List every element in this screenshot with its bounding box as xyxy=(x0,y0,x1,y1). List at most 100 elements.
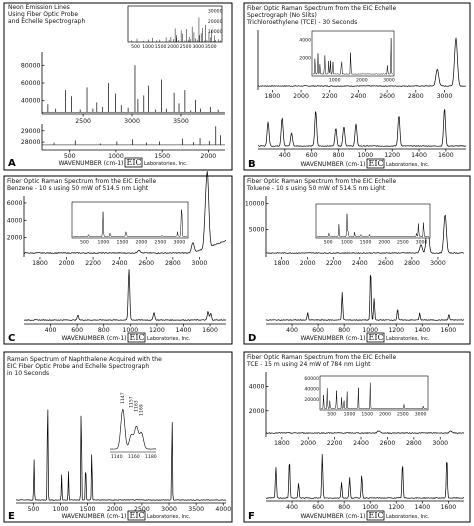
panel-f-top-tick-label: 2000 xyxy=(300,440,316,447)
panel-c-top-tick-label: 2600 xyxy=(138,260,154,267)
panel-f-inset-tick-label: 2500 xyxy=(397,412,409,418)
panel-f-ytick-label: 2000 xyxy=(249,408,265,415)
panel-d-inset-tick-label: 1000 xyxy=(341,240,353,246)
panel-c-inset-tick-label: 2500 xyxy=(155,240,167,246)
panel-d-bottom-tick-label: 1200 xyxy=(388,327,404,334)
panel-e-bottom-tick-label: 1500 xyxy=(80,506,96,513)
panel-c-logo-sub: Laboratories, Inc. xyxy=(147,336,191,342)
panel-c-title-line: Benzene - 10 s using 50 mW of 514.5 nm L… xyxy=(7,185,149,192)
panel-c-panel-label: C xyxy=(8,333,15,344)
panel-c-bottom-tick-label: 1000 xyxy=(122,327,138,334)
panel-d-top-tick-label: 2400 xyxy=(352,260,368,267)
panel-b-bottom-tick-label: 1200 xyxy=(384,152,400,159)
panel-a-inset-ytick-label: 20000 xyxy=(208,19,223,25)
panel-d-bottom-tick-label: 1400 xyxy=(414,327,430,334)
panel-b-panel-label: B xyxy=(248,159,256,170)
panel-c-top-trace xyxy=(23,171,227,254)
panel-d-x-axis-label: WAVENUMBER (cm-1) xyxy=(300,335,365,342)
panel-c-inset-trace xyxy=(72,209,188,237)
panel-a-inset-ytick-label: 10000 xyxy=(208,29,223,35)
panel-e-peak-label: 1147 xyxy=(120,392,126,404)
panel-c-top-tick-label: 2800 xyxy=(165,260,181,267)
panel-a-upper-ytick-label: 80000 xyxy=(21,62,41,69)
panel-f-panel-label: F xyxy=(248,511,255,522)
panel-d-bottom-trace xyxy=(265,274,465,321)
panel-d-inset-tick-label: 500 xyxy=(324,240,333,246)
panel-a-title-line: Neon Emission Lines xyxy=(8,4,70,11)
panel-d-logo-main: EIC xyxy=(369,333,384,342)
panel-f-top-tick-label: 2800 xyxy=(406,440,422,447)
panel-f-x-axis-label: WAVENUMBER (cm-1) xyxy=(300,513,365,520)
panel-a-upper-tick-label: 2500 xyxy=(75,118,91,125)
panel-e-peak-label: 1157 xyxy=(128,396,134,408)
panel-e-logo-box xyxy=(127,510,146,521)
panel-f-logo-box xyxy=(366,510,385,521)
panel-a-logo-sub: Laboratories, Inc. xyxy=(144,161,188,167)
panel-c-ytick-label: 6000 xyxy=(7,200,23,207)
panel-d-inset-tick-label: 2500 xyxy=(397,240,409,246)
panel-f-top-tick-label: 3000 xyxy=(432,440,448,447)
panel-e-x-axis-label: WAVENUMBER (cm-1) xyxy=(61,513,126,520)
panel-e-title-line: Raman Spectrum of Naphthalene Acquired w… xyxy=(7,356,162,363)
panel-d-top-trace xyxy=(265,214,465,254)
panel-f-bottom-tick-label: 800 xyxy=(338,504,350,511)
panel-f-bottom-tick-label: 400 xyxy=(286,504,298,511)
panel-d-ytick-label: 5000 xyxy=(249,226,265,233)
panel-b-bottom-tick-label: 1000 xyxy=(357,152,373,159)
panel-c-bottom-tick-label: 1200 xyxy=(149,327,165,334)
panel-b-inset-ytick-label: 2000 xyxy=(299,56,311,62)
panel-c-bottom-tick-label: 1400 xyxy=(176,327,192,334)
panel-d-logo-sub: Laboratories, Inc. xyxy=(386,336,430,342)
panel-c-inset-tick-label: 2000 xyxy=(136,240,148,246)
panel-f-inset-trace xyxy=(320,382,428,409)
panel-c-title-line: Fiber Optic Raman Spectrum from the EIC … xyxy=(7,178,156,185)
panel-d-inset-frame xyxy=(315,203,431,239)
panel-b-bottom-trace xyxy=(257,109,467,147)
panel-f-logo-sub: Laboratories, Inc. xyxy=(386,514,430,520)
panel-c-top-tick-label: 2000 xyxy=(59,260,75,267)
panel-b-logo-main: EIC xyxy=(369,159,384,168)
panel-b-logo-box xyxy=(366,158,385,169)
panel-a-upper-tick-label: 3000 xyxy=(124,118,140,125)
panel-c-logo-main: EIC xyxy=(130,333,145,342)
panel-c-bottom-tick-label: 600 xyxy=(71,327,83,334)
panel-e-peak-label: 1163 xyxy=(133,400,139,412)
panel-a-logo-main: EIC xyxy=(127,158,142,167)
panel-a-bottom-tick-label: 1500 xyxy=(154,153,170,160)
panel-e-peak-label: 1169 xyxy=(139,404,145,416)
panel-a-title-line: Using Fiber Optic Probe xyxy=(8,11,78,18)
panel-a-bottom-tick-label: 500 xyxy=(64,153,76,160)
panel-a-inset-tick-label: 500 xyxy=(131,44,140,50)
panel-b-bottom-tick-label: 600 xyxy=(306,152,318,159)
panel-b-frame xyxy=(243,2,471,171)
panel-f-bottom-tick-label: 1000 xyxy=(362,504,378,511)
panel-c-top-tick-label: 3000 xyxy=(192,260,208,267)
panel-f-logo-main: EIC xyxy=(369,511,384,520)
panel-b-logo-sub: Laboratories, Inc. xyxy=(386,162,430,168)
panel-e-title-line: in 10 Seconds xyxy=(7,370,49,377)
panel-c-frame xyxy=(3,175,233,345)
panel-c-top-tick-label: 2400 xyxy=(112,260,128,267)
panel-d-top-tick-label: 1800 xyxy=(274,260,290,267)
panel-b-bottom-tick-label: 800 xyxy=(333,152,345,159)
panel-e-inset-tick-label: 1160 xyxy=(128,454,140,460)
panel-b-bottom-tick-label: 1400 xyxy=(411,152,427,159)
panel-c-bottom-trace xyxy=(23,269,227,321)
panel-d-inset-tick-label: 3000 xyxy=(416,240,428,246)
panel-d-inset-tick-label: 2000 xyxy=(378,240,390,246)
panel-d-bottom-tick-label: 600 xyxy=(312,327,324,334)
panel-b-bottom-tick-label: 400 xyxy=(279,152,291,159)
panel-e-bottom-tick-label: 3000 xyxy=(161,506,177,513)
panel-b-inset-tick-label: 1000 xyxy=(329,78,341,84)
panel-c-inset-tick-label: 1500 xyxy=(117,240,129,246)
panel-d-inset-tick-label: 1500 xyxy=(360,240,372,246)
panel-b-top-tick-label: 2400 xyxy=(351,93,367,100)
panel-f-bottom-trace xyxy=(265,454,465,499)
panel-d-ytick-label: 10000 xyxy=(245,201,265,208)
panel-d-top-tick-label: 2200 xyxy=(326,260,342,267)
panel-e-inset-tick-label: 1140 xyxy=(111,454,123,460)
panel-f-inset-tick-label: 1000 xyxy=(344,412,356,418)
panel-f-ytick-label: 4000 xyxy=(249,384,265,391)
panel-e-bottom-tick-label: 1000 xyxy=(53,506,69,513)
